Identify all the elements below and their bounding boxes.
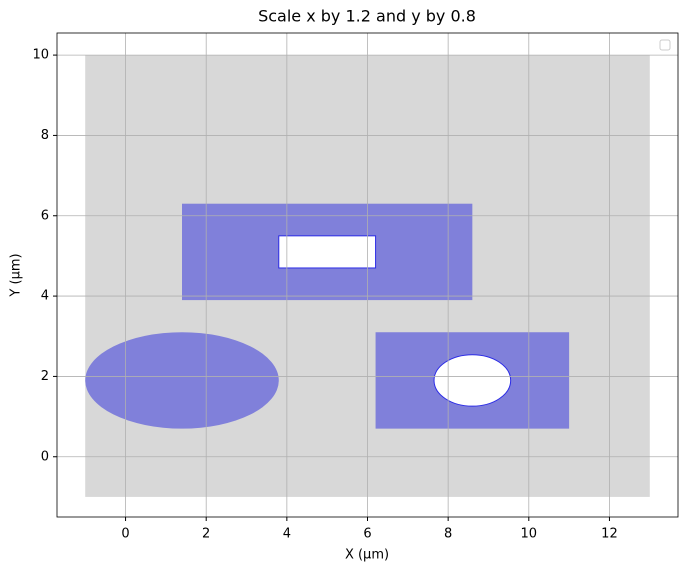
y-tick-label: 2 xyxy=(41,369,49,384)
x-axis-label: X (µm) xyxy=(345,548,389,563)
x-tick-label: 10 xyxy=(521,527,538,542)
y-axis-label: Y (µm) xyxy=(9,253,24,297)
x-tick-label: 0 xyxy=(121,527,129,542)
y-tick-label: 8 xyxy=(41,128,49,143)
y-tick-label: 0 xyxy=(41,449,49,464)
y-tick-label: 10 xyxy=(32,48,49,63)
x-tick-label: 2 xyxy=(202,527,210,542)
x-tick-label: 6 xyxy=(363,527,371,542)
y-tick-label: 6 xyxy=(41,208,49,223)
x-tick-label: 12 xyxy=(601,527,618,542)
y-tick-label: 4 xyxy=(41,289,49,304)
x-tick-label: 4 xyxy=(283,527,291,542)
plot-frame xyxy=(56,32,679,518)
shape-ellipse xyxy=(433,354,512,407)
legend-box xyxy=(659,39,671,51)
shape-rect xyxy=(278,235,377,269)
chart-title: Scale x by 1.2 and y by 0.8 xyxy=(258,7,476,26)
shape-ellipse xyxy=(85,332,279,429)
x-tick-label: 8 xyxy=(444,527,452,542)
